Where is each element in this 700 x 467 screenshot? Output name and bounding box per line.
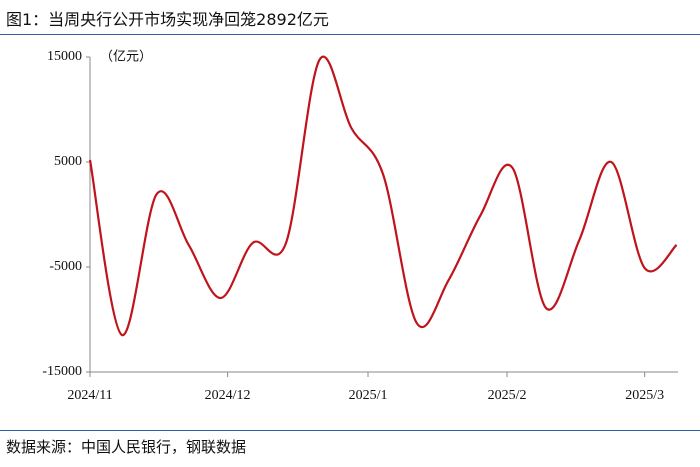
x-tick-label: 2025/1 xyxy=(349,388,388,403)
y-tick-label: -15000 xyxy=(42,364,82,379)
divider xyxy=(0,34,700,35)
x-tick-label: 2025/3 xyxy=(625,388,664,403)
source: 数据来源：中国人民银行，钢联数据 xyxy=(6,438,247,456)
line-series xyxy=(88,55,678,337)
y-tick-label: 15000 xyxy=(47,49,82,64)
unit-label: （亿元） xyxy=(100,50,152,65)
y-tick-label: 5000 xyxy=(54,154,82,169)
title: 图1：当周央行公开市场实现净回笼2892亿元 xyxy=(6,10,329,29)
x-tick-label: 2024/11 xyxy=(67,388,112,403)
x-tick-label: 2024/12 xyxy=(205,388,251,403)
divider xyxy=(0,430,700,431)
x-tick-label: 2025/2 xyxy=(488,388,527,403)
y-tick-label: -5000 xyxy=(49,259,82,274)
